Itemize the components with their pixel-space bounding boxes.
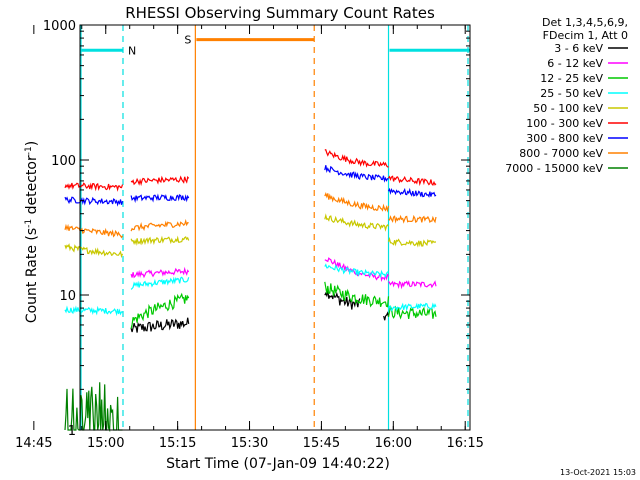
series-line	[130, 266, 190, 279]
series-line	[324, 192, 390, 213]
y-tick-label: 100	[51, 154, 76, 169]
series-line	[130, 276, 190, 290]
series-line	[383, 311, 390, 321]
x-tick-label: 16:15	[446, 436, 483, 451]
series-line	[64, 305, 123, 317]
series-line	[387, 302, 437, 312]
series-line	[387, 236, 436, 248]
series-line	[388, 175, 437, 187]
series-line	[387, 187, 437, 198]
y-tick-label: 10	[59, 289, 76, 304]
legend-label: 7000 - 15000 keV	[505, 162, 603, 175]
legend-header: FDecim 1, Att 0	[543, 29, 628, 42]
series-300-800keV	[64, 165, 437, 207]
series-line	[324, 289, 361, 310]
footer-timestamp: 13-Oct-2021 15:03	[560, 468, 636, 477]
series-line	[324, 257, 389, 282]
observing-annotations: NS	[80, 25, 470, 430]
legend-label: 12 - 25 keV	[540, 72, 603, 85]
chart-title: RHESSI Observing Summary Count Rates	[125, 4, 435, 22]
y-tick-label: 1	[68, 424, 76, 439]
x-tick-label: 15:45	[303, 436, 340, 451]
legend-label: 25 - 50 keV	[540, 87, 603, 100]
series-group	[64, 149, 437, 433]
series-line	[324, 165, 389, 183]
series-800-7000keV	[64, 192, 437, 239]
legend-label: 50 - 100 keV	[533, 102, 603, 115]
axes: 1 10 100 1000 14:45 15:00 15:15 15:30 15:45 16:00…	[15, 19, 484, 451]
series-line	[130, 193, 190, 204]
series-50-100keV	[64, 213, 436, 259]
legend-label: 300 - 800 keV	[526, 132, 603, 145]
series-line	[388, 280, 437, 290]
series-6-12keV	[130, 257, 437, 290]
x-axis-label: Start Time (07-Jan-09 14:40:22)	[166, 456, 390, 472]
series-line	[64, 196, 124, 207]
saa-label: S	[184, 34, 191, 47]
x-tick-label: 15:00	[87, 436, 124, 451]
series-line	[130, 218, 189, 232]
legend-label: 100 - 300 keV	[526, 117, 603, 130]
series-line	[64, 243, 124, 259]
series-line	[324, 281, 390, 308]
legend-label: 6 - 12 keV	[547, 57, 603, 70]
series-line	[324, 149, 389, 168]
night-label: N	[128, 44, 136, 57]
series-line	[388, 214, 437, 224]
y-tick-label: 1000	[43, 19, 76, 34]
x-tick-label: 14:45	[15, 436, 52, 451]
legend: Det 1,3,4,5,6,9,FDecim 1, Att 03 - 6 keV…	[505, 16, 628, 175]
series-line	[130, 175, 190, 187]
x-tick-label: 15:15	[159, 436, 196, 451]
series-line	[324, 213, 389, 232]
y-axis-label: Count Rate (s-1 detector-1)	[24, 141, 40, 323]
series-line	[130, 317, 190, 333]
legend-label: 3 - 6 keV	[554, 42, 603, 55]
series-line	[324, 263, 389, 279]
x-tick-label: 15:30	[231, 436, 268, 451]
legend-header: Det 1,3,4,5,6,9,	[542, 16, 628, 29]
x-tick-label: 16:00	[375, 436, 412, 451]
series-line	[64, 223, 124, 239]
series-100-300keV	[64, 149, 437, 192]
series-25-50keV	[64, 263, 437, 317]
legend-label: 800 - 7000 keV	[519, 147, 603, 160]
plot-frame	[79, 24, 471, 431]
series-3-6keV	[130, 289, 390, 333]
series-line	[130, 235, 190, 246]
series-line	[64, 182, 124, 192]
series-line	[130, 292, 190, 329]
